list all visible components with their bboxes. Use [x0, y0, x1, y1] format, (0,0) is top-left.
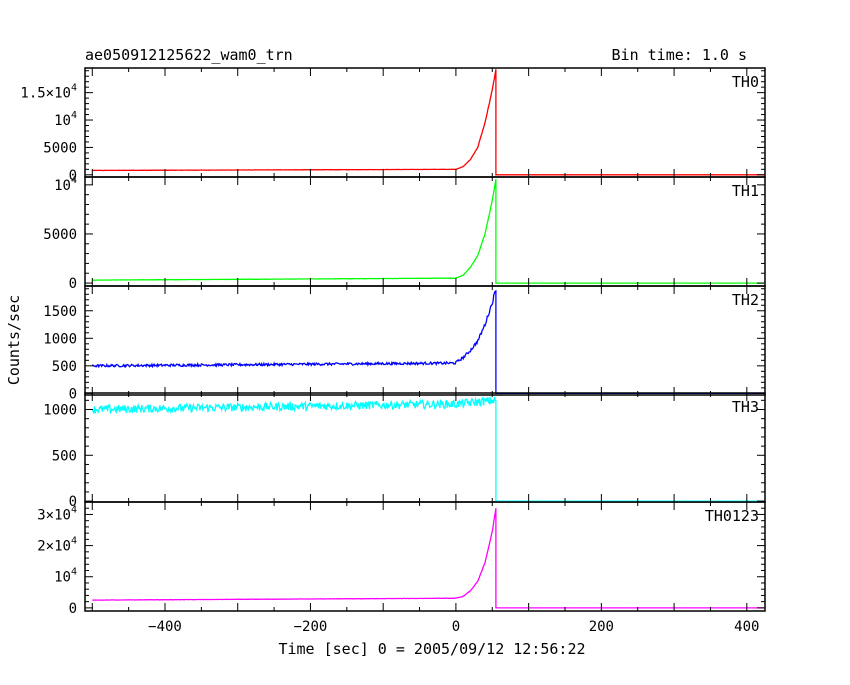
- y-tick-label: 0: [69, 494, 77, 510]
- x-axis-label: Time [sec] 0 = 2005/09/12 12:56:22: [278, 640, 585, 658]
- y-axis-label: Counts/sec: [5, 295, 23, 385]
- chart-title-left: ae050912125622_wam0_trn: [85, 46, 293, 64]
- panel-frame: [84, 67, 766, 178]
- panel-th0: 0 5000 104 1.5×104 TH0: [20, 67, 766, 184]
- y-tick-label: 1000: [43, 331, 77, 347]
- series-line-th2: [91, 289, 765, 394]
- y-tick-label: 1500: [43, 304, 77, 320]
- panel-label: TH1: [732, 182, 759, 200]
- x-tick-label: −200: [294, 619, 328, 635]
- panel-th1: 0 5000 104 TH1: [43, 175, 766, 292]
- chart-title-right: Bin time: 1.0 s: [612, 46, 747, 64]
- series-line-th3: [91, 395, 765, 502]
- panel-label: TH3: [732, 398, 759, 416]
- y-tick-label: 500: [52, 448, 77, 464]
- panel-th3: 0 500 1000 TH3: [43, 392, 766, 510]
- panel-label: TH0: [732, 73, 759, 91]
- y-tick-label: 1000: [43, 402, 77, 418]
- x-tick-label: 400: [734, 619, 759, 635]
- y-tick-label: 104: [54, 110, 77, 129]
- y-tick-label: 0: [69, 276, 77, 292]
- y-tick-label: 0: [69, 601, 77, 617]
- x-tick-label: −400: [148, 619, 182, 635]
- y-tick-label: 0: [69, 168, 77, 184]
- panel-frame: [84, 176, 766, 287]
- panel-th2: 0 500 1000 1500 TH2: [43, 285, 766, 402]
- series-line-th0123: [92, 508, 765, 609]
- y-tick-label: 5000: [43, 227, 77, 243]
- y-tick-label: 0: [69, 386, 77, 402]
- panel-label: TH0123: [705, 507, 759, 525]
- panel-frame: [84, 501, 766, 612]
- y-tick-label: 104: [54, 567, 77, 586]
- y-tick-label: 500: [52, 359, 77, 375]
- panel-frame: [84, 392, 766, 503]
- series-line-th0: [92, 69, 765, 176]
- y-tick-label: 104: [54, 175, 77, 194]
- panel-label: TH2: [732, 291, 759, 309]
- panel-th0123: 0 104 2×104 3×104 TH0123: [37, 501, 766, 617]
- y-tick-label: 5000: [43, 140, 77, 156]
- series-line-th1: [92, 178, 765, 284]
- y-tick-label: 3×104: [37, 504, 77, 523]
- x-tick-label: 200: [589, 619, 614, 635]
- x-tick-label: 0: [452, 619, 460, 635]
- y-tick-label: 2×104: [37, 536, 77, 555]
- y-tick-label: 1.5×104: [20, 83, 77, 102]
- panel-frame: [84, 285, 766, 396]
